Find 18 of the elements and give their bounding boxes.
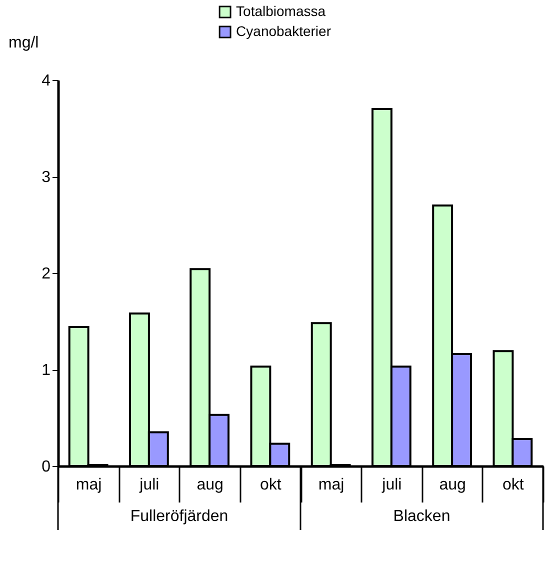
x-tick-label: juli [138,476,160,494]
legend-label: Cyanobakterier [236,23,332,39]
x-tick-label: okt [502,476,524,494]
y-tick-label: 1 [42,362,51,379]
y-tick-label: 2 [42,266,51,282]
x-tick-label: aug [439,476,466,494]
text: Fulleröfjärden [130,508,228,525]
legend-label: Totalbiomassa [236,3,326,19]
x-tick-label: juli [381,476,402,494]
y-tick-label: 4 [42,72,51,90]
y-tick-label: 0 [42,458,51,476]
y-tick-label: 3 [42,169,51,186]
y-axis-title: mg/l [8,34,39,52]
x-tick-label: maj [318,476,344,494]
x-tick-label: okt [260,476,282,494]
x-tick-label: aug [196,476,224,494]
x-tick-label: maj [76,476,102,494]
text: Blacken [393,508,450,525]
